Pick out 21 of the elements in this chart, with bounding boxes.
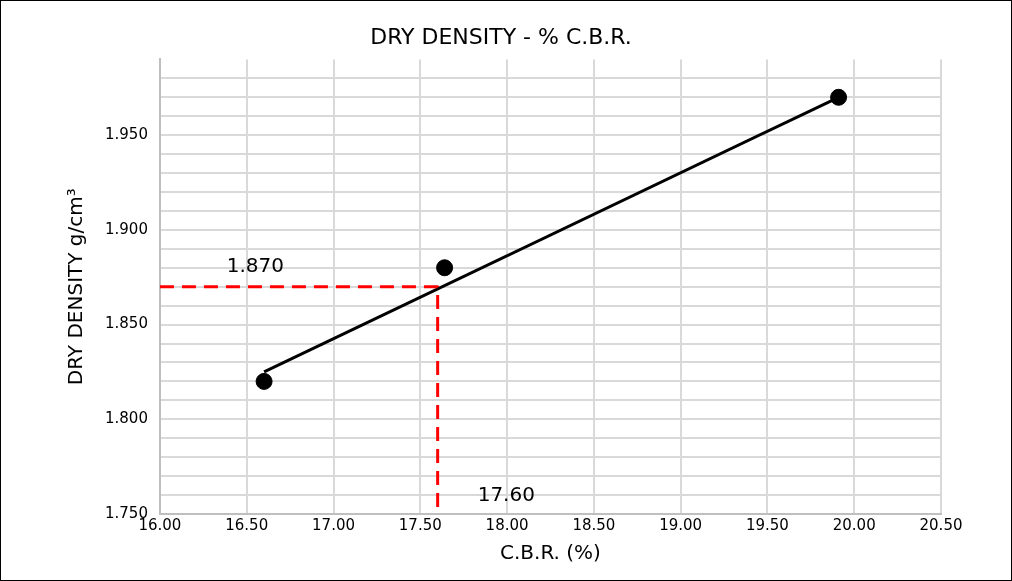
chart-title: DRY DENSITY - % C.B.R. bbox=[370, 23, 632, 49]
annotation: 17.60 bbox=[477, 482, 535, 507]
x-tick-label: 16.50 bbox=[225, 515, 269, 534]
point bbox=[436, 259, 454, 277]
x-tick-label: 18.50 bbox=[572, 515, 616, 534]
y-axis-title: DRY DENSITY g/cm³ bbox=[63, 188, 88, 386]
y-tick-label: 1.900 bbox=[104, 219, 148, 238]
x-tick-label: 18.00 bbox=[485, 515, 529, 534]
annotation: 1.870 bbox=[226, 252, 285, 277]
x-axis-title: C.B.R. (%) bbox=[500, 540, 601, 565]
y-tick-label: 1.950 bbox=[104, 125, 148, 144]
point bbox=[255, 372, 273, 390]
x-tick-label: 19.50 bbox=[745, 515, 789, 534]
x-tick-label: 17.00 bbox=[312, 515, 355, 534]
point bbox=[830, 88, 848, 106]
y-tick-label: 1.800 bbox=[104, 409, 148, 428]
x-tick-label: 20.50 bbox=[919, 515, 963, 534]
x-tick-label: 20.00 bbox=[832, 515, 876, 534]
x-tick-label: 17.50 bbox=[398, 515, 442, 534]
x-tick-label: 19.00 bbox=[659, 515, 703, 534]
y-tick-label: 1.850 bbox=[104, 314, 148, 333]
